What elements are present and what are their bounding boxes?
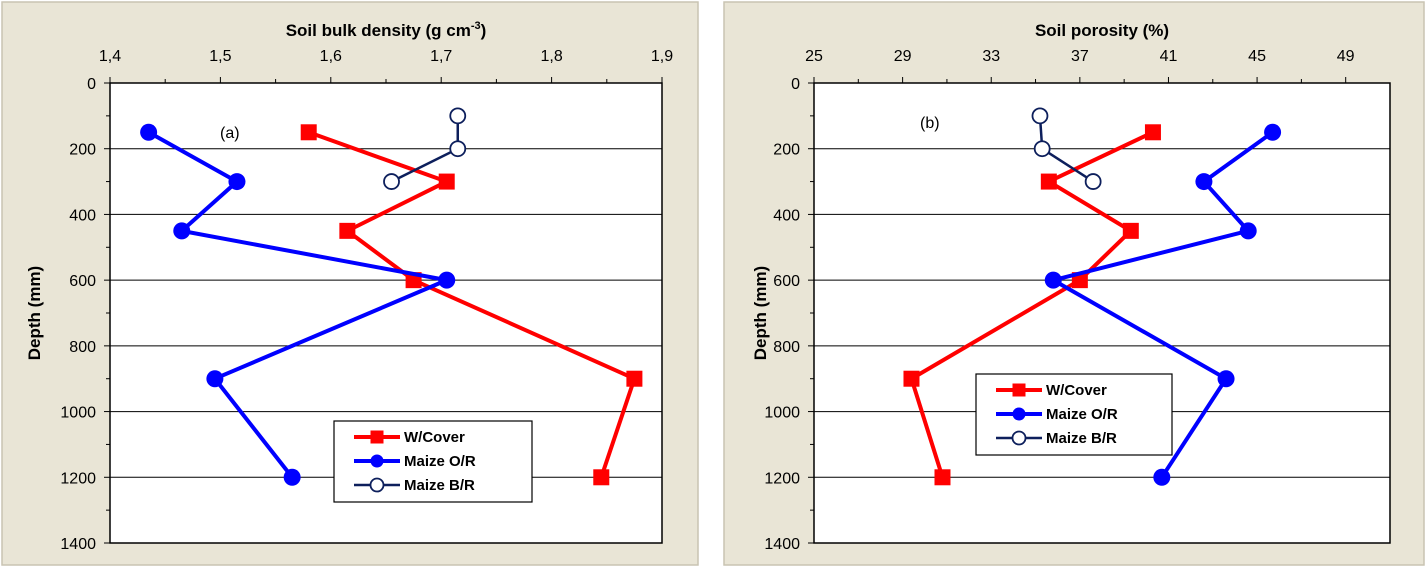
x-axis-title-end: ) xyxy=(481,21,487,40)
series-line xyxy=(308,130,637,478)
y-tick-label: 600 xyxy=(69,273,96,290)
data-point xyxy=(1217,370,1235,388)
chart-panel-a: 0 200 400 600 800 1000 1200 1400 1,4 1,5 1,6 1,7 1,8… xyxy=(0,0,700,567)
x-axis-title-superscript: -3 xyxy=(471,20,481,32)
x-tick-label: 1,4 xyxy=(99,48,121,65)
data-point xyxy=(300,124,317,141)
data-point xyxy=(593,469,610,486)
series-maize-o-r xyxy=(1044,123,1282,486)
data-point xyxy=(626,370,643,387)
data-point xyxy=(173,222,191,240)
y-tick-label: 800 xyxy=(69,339,96,356)
data-point xyxy=(1011,430,1027,446)
data-point xyxy=(1239,222,1257,240)
data-point xyxy=(1153,468,1171,486)
y-tick-label: 1200 xyxy=(60,470,96,487)
data-point xyxy=(339,222,356,239)
y-axis-title: Depth (mm) xyxy=(751,266,770,360)
data-point xyxy=(383,173,400,190)
series-line xyxy=(1051,130,1274,479)
legend-label: W/Cover xyxy=(1046,382,1107,399)
data-point xyxy=(1031,107,1049,125)
x-tick-label: 25 xyxy=(805,48,823,65)
series-maize-o-r xyxy=(140,123,456,486)
data-point xyxy=(206,370,224,388)
data-point xyxy=(283,468,301,486)
x-axis-title-text: Soil porosity (%) xyxy=(1035,21,1169,40)
legend: W/Cover Maize O/R Maize B/R xyxy=(975,373,1173,456)
series-w-cover xyxy=(903,124,1161,486)
x-tick-label: 37 xyxy=(1071,48,1089,65)
data-point xyxy=(1044,271,1062,289)
legend-label: Maize O/R xyxy=(404,453,476,470)
x-tick-label: 33 xyxy=(982,48,1000,65)
data-point xyxy=(1033,140,1051,158)
x-tick-label: 1,8 xyxy=(540,48,562,65)
x-tick-label: 45 xyxy=(1248,48,1266,65)
x-tick-label: 1,7 xyxy=(430,48,452,65)
data-point xyxy=(1012,407,1026,421)
x-tick-label: 1,9 xyxy=(651,48,673,65)
x-tick-label: 1,6 xyxy=(320,48,342,65)
y-tick-label: 1200 xyxy=(764,470,800,487)
bulk-density-chart: 0 200 400 600 800 1000 1200 1400 1,4 1,5 1,6 1,7 1,8… xyxy=(1,1,699,566)
x-axis-title: Soil bulk density (g cm-3) xyxy=(286,20,487,40)
series-line xyxy=(909,130,1154,478)
data-point xyxy=(228,173,246,191)
y-tick-label: 400 xyxy=(69,207,96,224)
data-point xyxy=(140,123,158,141)
y-tick-label: 1000 xyxy=(60,405,96,422)
legend-label: W/Cover xyxy=(404,429,465,446)
y-tick-label: 1400 xyxy=(60,536,96,553)
y-tick-label: 400 xyxy=(773,207,800,224)
panel-annotation: (b) xyxy=(920,115,940,132)
data-point xyxy=(438,173,455,190)
x-tick-label: 49 xyxy=(1337,48,1355,65)
data-point xyxy=(1264,123,1282,141)
legend-label: Maize B/R xyxy=(404,477,475,494)
porosity-chart: 0 200 400 600 800 1000 1200 1400 25 29 33 37 41 45 49 S… xyxy=(723,1,1425,566)
data-point xyxy=(1122,222,1139,239)
data-point xyxy=(1040,173,1057,190)
legend: W/Cover Maize O/R Maize B/R xyxy=(333,420,533,503)
series-maize-b-r xyxy=(1031,107,1102,190)
x-axis-title: Soil porosity (%) xyxy=(1035,21,1169,40)
data-point xyxy=(1012,383,1026,397)
data-point xyxy=(1084,173,1102,190)
data-point xyxy=(449,140,467,158)
data-point xyxy=(370,454,384,468)
x-tick-label: 1,5 xyxy=(209,48,231,65)
x-tick-label: 29 xyxy=(894,48,912,65)
data-point xyxy=(438,271,456,289)
plot-area xyxy=(813,82,1391,544)
data-point xyxy=(449,107,467,125)
legend-label: Maize O/R xyxy=(1046,406,1118,423)
data-point xyxy=(370,430,384,444)
y-axis-title: Depth (mm) xyxy=(25,266,44,360)
data-point xyxy=(1144,124,1161,141)
y-tick-label: 200 xyxy=(69,142,96,159)
legend-label: Maize B/R xyxy=(1046,430,1117,447)
series-line xyxy=(147,130,449,479)
series-maize-b-r xyxy=(383,107,467,190)
data-point xyxy=(1195,173,1213,191)
data-point xyxy=(369,477,385,493)
y-tick-label: 600 xyxy=(773,273,800,290)
x-tick-label: 41 xyxy=(1160,48,1178,65)
data-point xyxy=(934,469,951,486)
x-axis-title-text: Soil bulk density (g cm xyxy=(286,21,471,40)
panel-annotation: (a) xyxy=(220,125,240,142)
chart-panel-b: 0 200 400 600 800 1000 1200 1400 25 29 33 37 41 45 49 S… xyxy=(722,0,1426,567)
y-tick-label: 800 xyxy=(773,339,800,356)
y-tick-label: 0 xyxy=(791,76,800,93)
y-tick-label: 1400 xyxy=(764,536,800,553)
y-tick-label: 0 xyxy=(87,76,96,93)
data-point xyxy=(903,370,920,387)
y-tick-label: 1000 xyxy=(764,405,800,422)
y-tick-label: 200 xyxy=(773,142,800,159)
